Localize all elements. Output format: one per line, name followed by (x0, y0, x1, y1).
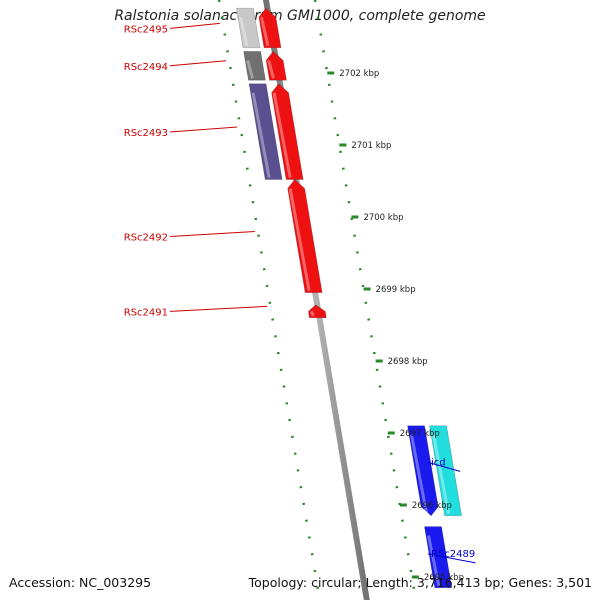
gene-feature (236, 7, 261, 49)
gene-feature (407, 425, 439, 517)
gene-label-leader (169, 22, 220, 29)
gene-highlight (238, 16, 249, 47)
gene-feature (248, 83, 283, 180)
gene-feature (258, 7, 282, 49)
gene-label-leader (169, 230, 255, 237)
gene-arrow (248, 83, 283, 180)
gene-feature (287, 179, 323, 293)
accession-text: Accession: NC_003295 (9, 575, 152, 590)
gene-feature (271, 83, 304, 180)
gene-arrow (271, 83, 304, 180)
gene-feature (243, 51, 266, 81)
gene-arrow (265, 50, 287, 81)
gene-label-leader (169, 60, 227, 67)
scale-tick-label: 2696 kbp (412, 501, 452, 511)
genome-title: Ralstonia solanacearum GMI1000, complete… (114, 8, 486, 24)
scale-tick-label: 2701 kbp (351, 141, 391, 151)
gene-label-leader (169, 305, 268, 312)
gene-highlight (426, 535, 441, 587)
scale-tick-label: 2700 kbp (363, 213, 403, 223)
gene-highlight (288, 188, 311, 291)
gene-feature (265, 50, 287, 81)
gene-highlight (309, 310, 315, 317)
gene-highlight (246, 60, 254, 79)
gene-label: RSc2495 (124, 24, 168, 35)
gene-feature (307, 304, 327, 319)
scale-tick-label: 2695 kbp (424, 573, 464, 583)
gene-highlight (410, 434, 429, 515)
gene-feature (424, 526, 453, 589)
gene-arrow (429, 425, 463, 517)
gene-arrow (287, 179, 323, 293)
gene-label: RSc2491 (124, 307, 168, 318)
scale-tick-label: 2697 kbp (400, 429, 440, 439)
gene-arrow (243, 51, 266, 81)
gene-label: RSc2494 (124, 62, 168, 73)
gene-arrow (407, 425, 439, 517)
gene-highlight (259, 16, 270, 47)
right-scale-guide (313, 0, 418, 600)
gene-label: RSc2493 (124, 128, 168, 139)
gene-highlight (251, 92, 271, 178)
gene-label-leader (427, 553, 476, 564)
gene-label-leader (427, 461, 461, 472)
gene-label: RSc2492 (124, 232, 168, 243)
genome-summary-text: Topology: circular; Length: 3,716,413 bp… (248, 575, 592, 590)
gene-arrow (424, 526, 453, 589)
left-scale-guide (217, 0, 322, 600)
gene-label: RSc2489 (431, 549, 475, 560)
gene-arrow (307, 304, 327, 319)
gene-label-leader (169, 126, 238, 133)
gene-highlight (272, 92, 292, 178)
scale-tick-label: 2699 kbp (376, 285, 416, 295)
gene-arrow (258, 7, 282, 49)
scale-tick-label: 2698 kbp (388, 357, 428, 367)
gene-label: icd (431, 457, 446, 468)
gene-highlight (267, 60, 275, 79)
gene-highlight (432, 434, 451, 515)
scale-tick-label: 2702 kbp (339, 69, 379, 79)
gene-feature (429, 425, 463, 517)
gene-arrow (236, 7, 261, 49)
